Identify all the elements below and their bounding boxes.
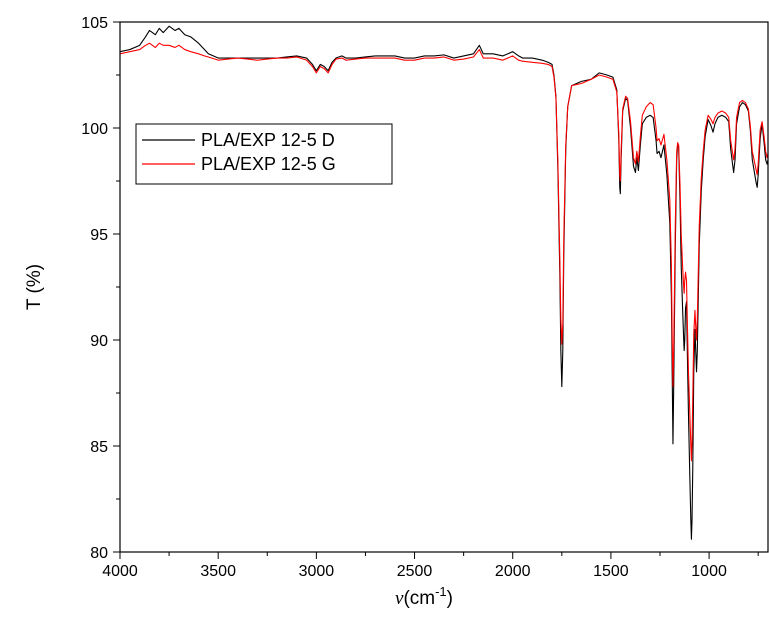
legend: PLA/EXP 12-5 D PLA/EXP 12-5 G: [135, 123, 393, 185]
y-tick-label-105: 105: [81, 15, 108, 32]
x-axis-title-exponent: -1: [435, 584, 447, 599]
x-axis-title-unit: (cm: [403, 588, 435, 609]
y-tick-label-95: 95: [90, 227, 108, 244]
x-axis-title: ν(cm-1): [395, 584, 453, 609]
x-tick-label-1500: 1500: [593, 563, 629, 580]
series-line-pla-exp-12-5-g: [119, 42, 769, 462]
x-axis-title-close: ): [447, 588, 453, 609]
y-axis-title: T (%): [24, 264, 45, 310]
x-axis-title-symbol: ν: [395, 588, 404, 609]
y-tick-label-100: 100: [81, 121, 108, 138]
y-axis: 80 85 90 95 100 105: [81, 15, 120, 562]
x-tick-label-2000: 2000: [495, 563, 531, 580]
x-tick-label-1000: 1000: [691, 563, 727, 580]
y-tick-label-80: 80: [90, 545, 108, 562]
series-line-pla-exp-12-5-d: [119, 25, 769, 540]
x-axis: 4000 3500 3000 2500 2000 1500 1000: [102, 552, 759, 580]
x-tick-label-3000: 3000: [299, 563, 335, 580]
legend-label-pla-exp-g: PLA/EXP 12-5 G: [201, 154, 336, 174]
x-tick-label-2500: 2500: [397, 563, 433, 580]
series-layer: [119, 25, 769, 540]
x-tick-label-3500: 3500: [200, 563, 236, 580]
legend-label-pla-exp-d: PLA/EXP 12-5 D: [201, 130, 335, 150]
y-tick-label-85: 85: [90, 439, 108, 456]
y-tick-label-90: 90: [90, 333, 108, 350]
x-tick-label-4000: 4000: [102, 563, 138, 580]
legend-box: [135, 123, 393, 185]
